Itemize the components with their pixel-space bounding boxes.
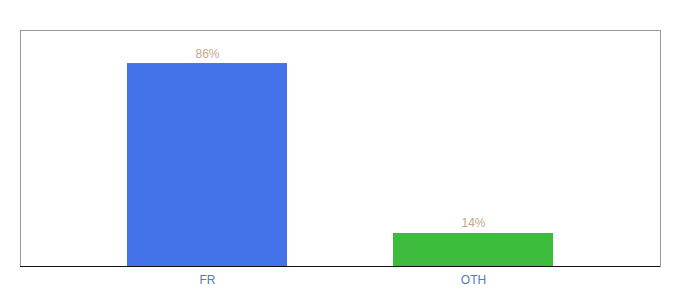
svg-text:FR: FR — [200, 273, 216, 287]
svg-text:86%: 86% — [195, 47, 219, 61]
svg-text:OTH: OTH — [461, 273, 486, 287]
svg-text:14%: 14% — [461, 216, 485, 230]
